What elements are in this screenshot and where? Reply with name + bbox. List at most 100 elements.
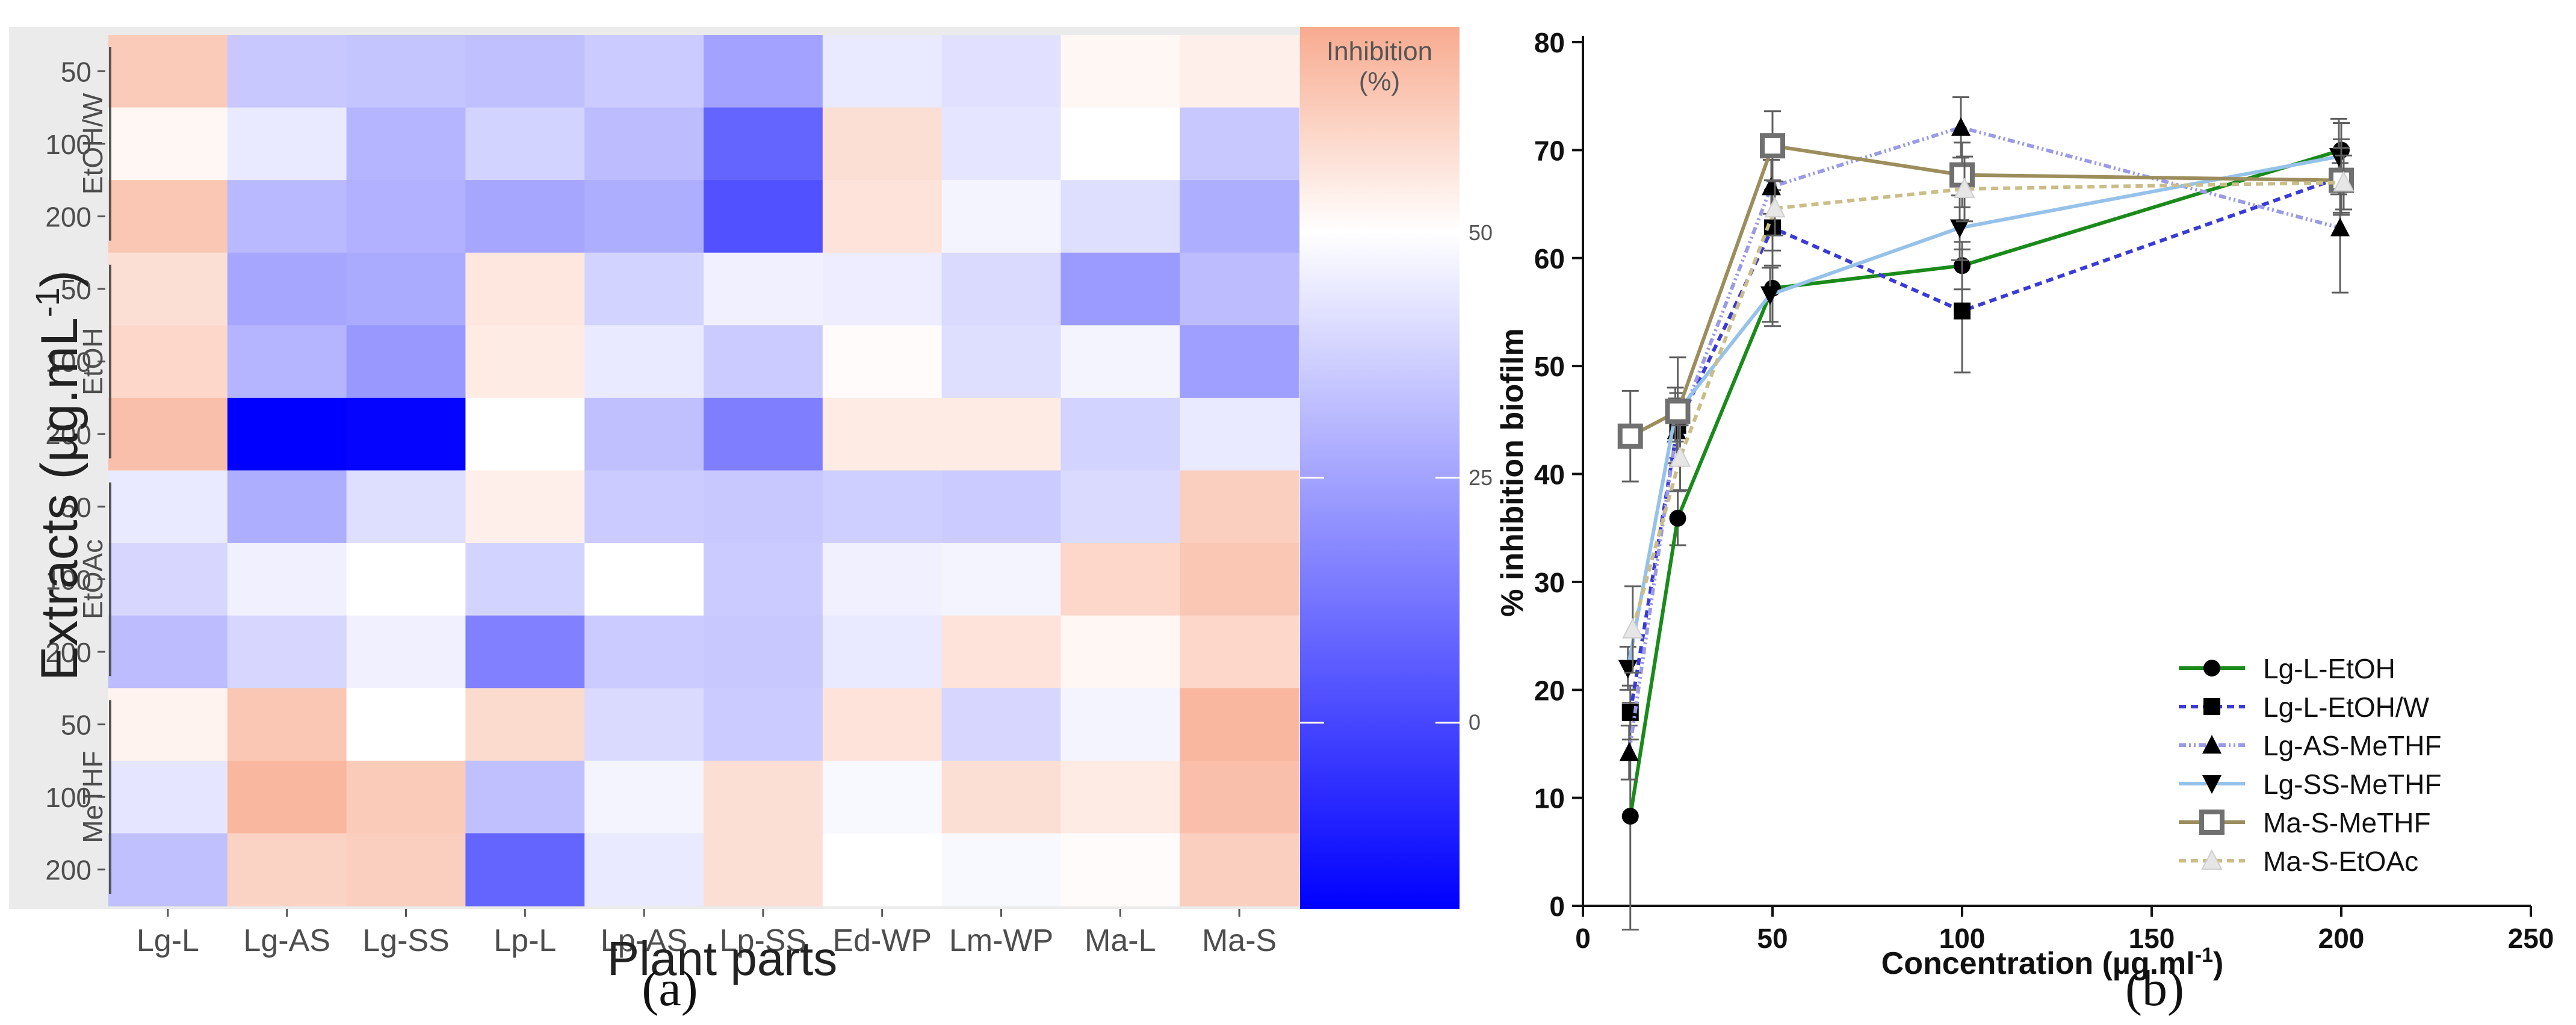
heatmap-cell <box>227 252 347 326</box>
heatmap-cell <box>1060 833 1180 906</box>
panel-label-b: (b) <box>2125 961 2184 1017</box>
series-line <box>1626 155 2339 669</box>
heatmap-cell <box>1060 252 1180 326</box>
heatmap-cell <box>1060 615 1180 689</box>
heatmap-cell <box>941 180 1062 253</box>
heatmap-cell <box>704 107 823 181</box>
heatmap-cell <box>584 252 704 326</box>
legend-marker <box>2201 849 2223 870</box>
heatmap-x-tick-label: Ma-S <box>1202 923 1277 958</box>
heatmap-cell <box>227 107 347 181</box>
data-point <box>1762 176 1781 196</box>
heatmap-cell <box>941 543 1062 616</box>
legend-label: Ma-S-EtOAc <box>2263 846 2418 877</box>
heatmap-cell <box>584 543 704 616</box>
heatmap-cell <box>1180 688 1299 761</box>
heatmap-cell <box>227 615 347 689</box>
heatmap-cells <box>108 35 1299 906</box>
data-point <box>1760 286 1780 305</box>
line-chart-y-tick-label: 50 <box>1534 351 1565 382</box>
heatmap-cell <box>822 397 943 471</box>
line-chart-y-tick-label: 70 <box>1534 135 1565 166</box>
heatmap-cell <box>346 760 466 834</box>
heatmap-x-tick-labels: Lg-L Lg-AS Lg-SS Lp-L Lp-AS Lp-SS Ed-WP Lm-WP Ma… <box>137 909 1277 958</box>
series-line <box>1627 125 2341 753</box>
heatmap-cell <box>227 180 347 253</box>
heatmap-cell <box>227 470 347 543</box>
data-point <box>1665 398 1691 424</box>
heatmap-cell <box>465 325 585 398</box>
legend-label: Lg-SS-MeTHF <box>2263 769 2441 800</box>
heatmap-cell <box>465 543 585 616</box>
heatmap-cell <box>108 833 228 906</box>
heatmap-cell <box>1060 688 1180 761</box>
heatmap-cell <box>465 397 585 471</box>
heatmap-cell <box>108 35 228 108</box>
heatmap-x-tick-label: Ed-WP <box>832 923 932 958</box>
heatmap-cell <box>1180 760 1299 834</box>
heatmap-cell <box>108 180 228 253</box>
heatmap-cell <box>108 470 228 543</box>
colorbar-gradient <box>1300 27 1460 909</box>
heatmap-cell <box>108 760 228 834</box>
heatmap-row-label: 100 <box>45 782 91 813</box>
heatmap-cell <box>584 688 704 761</box>
heatmap-cell <box>822 35 943 108</box>
data-point <box>1951 117 1971 136</box>
data-point <box>1619 742 1639 761</box>
heatmap-panel: 50 100 200 EtOH/W 50 100 200 EtOH 50 100 200 EtOAc 5… <box>9 27 1493 985</box>
heatmap-cell <box>584 397 704 471</box>
heatmap-cell <box>704 180 823 253</box>
heatmap-cell <box>1060 470 1180 543</box>
heatmap-cell <box>1060 107 1180 181</box>
heatmap-cell <box>227 543 347 616</box>
heatmap-cell <box>822 760 943 834</box>
heatmap-cell <box>822 543 943 616</box>
heatmap-cell <box>346 615 466 689</box>
heatmap-cell <box>465 35 585 108</box>
data-point <box>1954 177 1975 198</box>
legend-marker <box>2203 660 2220 677</box>
legend-marker <box>2203 698 2220 715</box>
legend-label: Ma-S-MeTHF <box>2263 807 2431 838</box>
heatmap-row-groups: 50 100 200 EtOH/W 50 100 200 EtOH 50 100 200 EtOAc 5… <box>45 47 111 894</box>
heatmap-cell <box>465 470 585 543</box>
heatmap-row-label: 200 <box>45 855 91 886</box>
data-point <box>1669 446 1691 467</box>
heatmap-cell <box>584 180 704 253</box>
heatmap-cell <box>704 615 823 689</box>
heatmap-cell <box>1060 760 1180 834</box>
heatmap-cell <box>941 325 1062 398</box>
data-point <box>1617 423 1643 449</box>
colorbar-tick-label: 0 <box>1469 710 1481 735</box>
heatmap-cell <box>822 180 943 253</box>
heatmap-x-tick-label: Lg-SS <box>362 923 450 958</box>
heatmap-cell <box>941 615 1062 689</box>
heatmap-cell <box>227 833 347 906</box>
heatmap-cell <box>584 470 704 543</box>
line-chart-x-tick-label: 0 <box>1575 923 1591 954</box>
heatmap-cell <box>584 760 704 834</box>
heatmap-cell <box>941 760 1062 834</box>
heatmap-cell <box>465 107 585 181</box>
line-chart-y-tick-label: 20 <box>1534 675 1565 706</box>
heatmap-cell <box>822 615 943 689</box>
heatmap-cell <box>822 833 943 906</box>
heatmap-cell <box>227 760 347 834</box>
heatmap-x-tick-label: Lg-AS <box>243 923 330 958</box>
heatmap-cell <box>941 688 1062 761</box>
line-chart-y-tick-label: 80 <box>1534 27 1565 58</box>
heatmap-cell <box>346 180 466 253</box>
heatmap-cell <box>584 325 704 398</box>
heatmap-cell <box>108 615 228 689</box>
line-chart-y-tick-label: 60 <box>1534 243 1565 274</box>
heatmap-cell <box>941 833 1062 906</box>
heatmap-cell <box>1180 252 1299 326</box>
line-chart-y-axis-label: % inhibition biofilm <box>1495 328 1530 616</box>
heatmap-cell <box>1180 543 1299 616</box>
series-line <box>1630 181 2344 630</box>
heatmap-cell <box>822 107 943 181</box>
heatmap-cell <box>1180 325 1299 398</box>
line-chart-axes: 0 10 20 30 40 50 60 70 80 0 50 100 150 200 250 <box>1534 27 2554 954</box>
